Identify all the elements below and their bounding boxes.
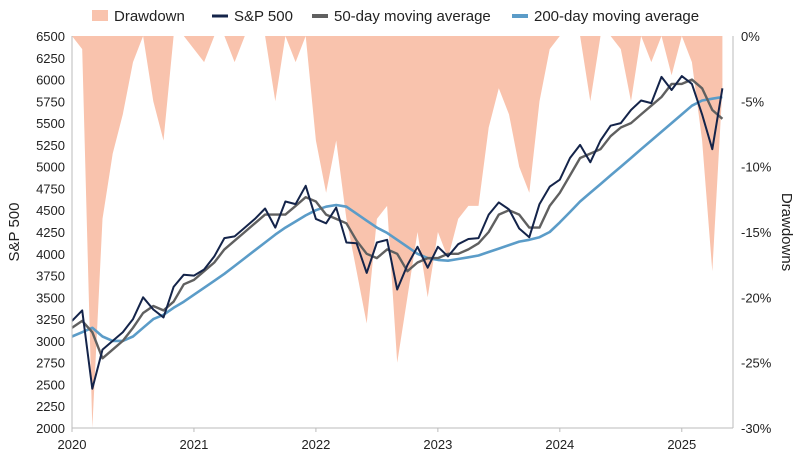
y-tick-label: 3000: [36, 334, 65, 349]
y2-axis-title: Drawdowns: [778, 193, 795, 271]
legend-label-drawdown: Drawdown: [114, 8, 185, 25]
y-tick-label: 3250: [36, 312, 65, 327]
x-tick-label: 2022: [301, 437, 330, 452]
y-tick-label: 3500: [36, 290, 65, 305]
y-axis-left: 6500 6250 6000 5750 5500 5250 5000 4750 4500 4250…: [36, 29, 65, 436]
series-ma200-line: [71, 95, 723, 343]
x-tick-label: 2021: [179, 437, 208, 452]
x-tick-label: 2023: [423, 437, 452, 452]
y2-tick-label: -30%: [741, 421, 772, 436]
legend-item-ma200: 200-day moving average: [512, 8, 699, 25]
y2-tick-label: -10%: [741, 160, 772, 175]
y-tick-label: 2750: [36, 356, 65, 371]
y-tick-label: 5000: [36, 160, 65, 175]
y-axis-title: S&P 500: [6, 203, 23, 262]
legend: Drawdown S&P 500 50-day moving average 2…: [92, 8, 699, 25]
y-tick-label: 2500: [36, 377, 65, 392]
drawdown-area: [72, 36, 723, 428]
y-tick-label: 4000: [36, 247, 65, 262]
series-ma50-line: [71, 78, 724, 360]
legend-label-ma200: 200-day moving average: [534, 8, 699, 25]
x-axis: 2020 2021 2022 2023 2024 2025: [58, 428, 696, 452]
y-tick-label: 5750: [36, 94, 65, 109]
y-tick-label: 2250: [36, 399, 65, 414]
y2-tick-label: -25%: [741, 356, 772, 371]
x-tick-label: 2020: [58, 437, 87, 452]
x-tick-label: 2025: [667, 437, 696, 452]
legend-label-sp500: S&P 500: [234, 8, 293, 25]
y-tick-label: 3750: [36, 269, 65, 284]
series-sp500-line: [71, 75, 724, 390]
y-tick-label: 6250: [36, 51, 65, 66]
plot-area: [71, 36, 734, 429]
legend-item-drawdown: Drawdown: [92, 8, 185, 25]
y-tick-label: 4500: [36, 203, 65, 218]
legend-item-ma50: 50-day moving average: [312, 8, 491, 25]
legend-item-sp500: S&P 500: [212, 8, 293, 25]
y2-tick-label: 0%: [741, 29, 760, 44]
x-tick-label: 2024: [545, 437, 574, 452]
y-tick-label: 6000: [36, 73, 65, 88]
y2-tick-label: -15%: [741, 225, 772, 240]
y2-tick-label: -5%: [741, 94, 765, 109]
y-axis-right: 0% -5% -10% -15% -20% -25% -30%: [741, 29, 772, 436]
y-tick-label: 4750: [36, 181, 65, 196]
y-tick-label: 4250: [36, 225, 65, 240]
y-tick-label: 6500: [36, 29, 65, 44]
legend-swatch-drawdown: [92, 10, 108, 21]
y2-tick-label: -20%: [741, 290, 772, 305]
y-tick-label: 2000: [36, 421, 65, 436]
legend-label-ma50: 50-day moving average: [334, 8, 491, 25]
y-tick-label: 5500: [36, 116, 65, 131]
y-tick-label: 5250: [36, 138, 65, 153]
